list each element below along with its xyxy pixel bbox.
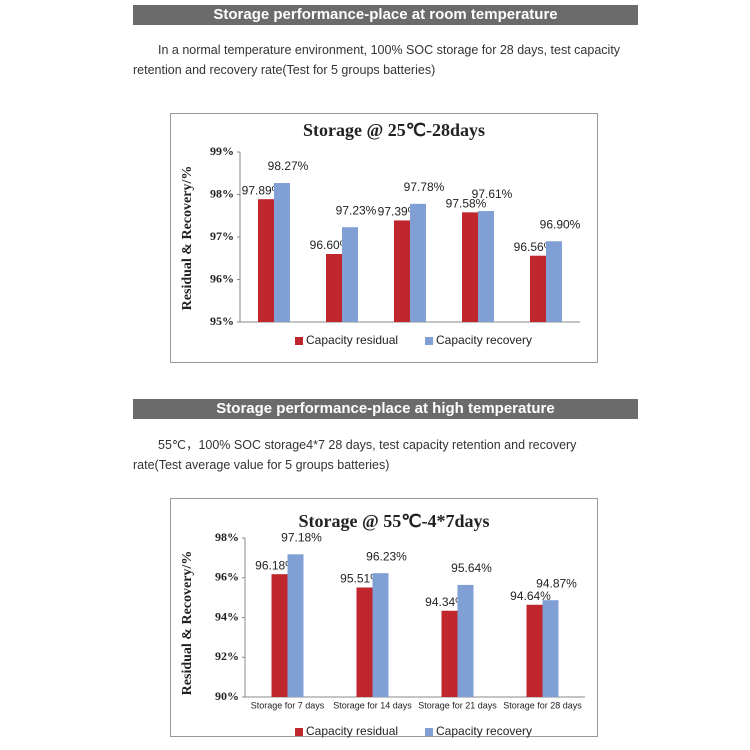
data-label: 97.89% — [242, 183, 283, 197]
data-label: 94.34% — [425, 595, 466, 609]
data-label: 96.18% — [255, 558, 296, 572]
x-tick-label: Storage for 14 days — [333, 700, 412, 710]
legend-swatch — [295, 337, 303, 345]
bar — [356, 587, 373, 697]
data-label: 95.64% — [451, 561, 492, 575]
bar — [462, 212, 478, 322]
data-label: 94.87% — [536, 576, 577, 590]
chart-title: Storage @ 55℃-4*7days — [299, 511, 490, 531]
bar — [394, 220, 410, 322]
y-tick-label: 97% — [210, 229, 234, 243]
bar — [478, 211, 494, 322]
chart-title: Storage @ 25℃-28days — [303, 120, 485, 140]
x-tick-label: Storage for 28 days — [503, 700, 582, 710]
section-header: Storage performance-place at room temper… — [133, 5, 638, 25]
bar — [542, 600, 559, 697]
y-tick-label: 96% — [215, 570, 239, 584]
bar — [342, 227, 358, 322]
x-tick-label: Storage for 7 days — [251, 700, 325, 710]
data-label: 97.23% — [336, 203, 377, 217]
data-label: 96.60% — [310, 238, 351, 252]
bar — [326, 254, 342, 322]
chart: Storage @ 25℃-28days Residual & Recovery… — [170, 113, 598, 363]
section-header: Storage performance-place at high temper… — [133, 399, 638, 419]
bar — [258, 199, 274, 322]
data-label: 96.23% — [366, 549, 407, 563]
legend-label: Capacity residual — [306, 333, 398, 347]
bar — [546, 241, 562, 322]
section-description: 55℃，100% SOC storage4*7 28 days, test ca… — [133, 438, 577, 472]
bar — [287, 554, 304, 697]
bar — [530, 255, 546, 322]
data-label: 97.18% — [281, 530, 322, 544]
y-axis-label: Residual & Recovery/% — [180, 166, 195, 311]
legend-label: Capacity recovery — [436, 724, 532, 738]
legend-swatch — [425, 337, 433, 345]
y-tick-label: 94% — [215, 609, 239, 623]
bar — [271, 574, 288, 697]
y-tick-label: 99% — [210, 144, 234, 158]
bar — [274, 183, 290, 322]
data-label: 97.58% — [446, 197, 487, 211]
bar — [372, 573, 389, 697]
data-label: 97.61% — [472, 187, 513, 201]
y-axis-label: Residual & Recovery/% — [180, 551, 195, 696]
bar — [526, 604, 543, 697]
data-label: 94.64% — [510, 589, 551, 603]
y-tick-label: 98% — [215, 530, 239, 544]
data-label: 97.78% — [404, 180, 445, 194]
data-label: 97.39% — [378, 205, 419, 219]
section-description: In a normal temperature environment, 100… — [133, 43, 621, 77]
y-tick-label: 95% — [210, 314, 234, 328]
y-tick-label: 98% — [210, 186, 234, 200]
legend-label: Capacity residual — [306, 724, 398, 738]
data-label: 95.51% — [340, 572, 381, 586]
chart-frame — [170, 113, 598, 363]
y-tick-label: 92% — [215, 649, 239, 663]
bar — [410, 203, 426, 322]
bar — [457, 584, 474, 697]
legend-swatch — [295, 728, 303, 736]
y-tick-label: 90% — [215, 689, 239, 703]
chart: Storage @ 55℃-4*7days Residual & Recover… — [170, 498, 598, 738]
legend-swatch — [425, 728, 433, 736]
y-tick-label: 96% — [210, 271, 234, 285]
data-label: 98.27% — [268, 159, 309, 173]
data-label: 96.90% — [540, 217, 581, 231]
data-label: 96.56% — [514, 240, 555, 254]
legend-label: Capacity recovery — [436, 333, 532, 347]
x-tick-label: Storage for 21 days — [418, 700, 497, 710]
bar — [441, 610, 458, 697]
